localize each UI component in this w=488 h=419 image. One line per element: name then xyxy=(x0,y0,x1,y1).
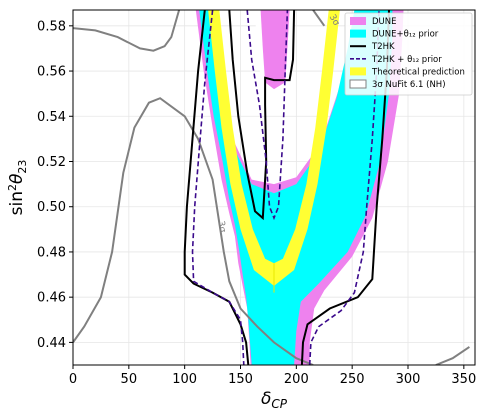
legend-label-nufit: 3σ NuFit 6.1 (NH) xyxy=(372,80,446,90)
legend-swatch-nufit xyxy=(349,79,367,89)
x-label-symbol: δ xyxy=(261,389,271,409)
nufit-contour xyxy=(73,10,181,52)
legend-label-theory: Theoretical prediction xyxy=(371,67,465,77)
y-label-sub: 23 xyxy=(16,160,29,174)
legend-box xyxy=(344,12,473,96)
y-tick-label: 0.48 xyxy=(37,245,66,260)
x-tick-label: 150 xyxy=(228,372,253,387)
x-tick-label: 50 xyxy=(121,372,138,387)
t2hk-prior-contour xyxy=(191,10,245,365)
y-tick-label: 0.58 xyxy=(37,19,66,34)
legend-label-dune: DUNE xyxy=(372,17,397,27)
nufit-contour xyxy=(73,97,314,365)
x-tick-label: 100 xyxy=(172,372,197,387)
y-tick-label: 0.46 xyxy=(37,291,66,306)
x-tick-label: 0 xyxy=(69,372,77,387)
contour-label: 3σ xyxy=(215,220,227,233)
theory-region xyxy=(208,10,340,286)
y-tick-label: 0.56 xyxy=(37,65,66,80)
y-label-sin: sin xyxy=(7,191,27,215)
nufit-contour xyxy=(435,346,470,365)
x-tick-label: 350 xyxy=(451,372,476,387)
nufit-contour xyxy=(312,10,326,27)
y-tick-label: 0.50 xyxy=(37,200,66,215)
legend-label-dune_prior: DUNE+θ₁₂ prior xyxy=(372,30,439,40)
axis-ticks: 0 50 100 150 200 250 300 350 0.44 0.46 0.48 0.50 0.5… xyxy=(37,19,476,387)
t2hk-prior-contour xyxy=(246,10,289,221)
legend-swatch-theory xyxy=(350,67,366,76)
y-tick-label: 0.44 xyxy=(37,336,66,351)
x-label-subscript: CP xyxy=(271,397,287,411)
y-label-exp: 2 xyxy=(6,184,19,191)
y-axis-label: sin2θ23 xyxy=(6,160,29,216)
legend-swatch-dune_prior xyxy=(350,29,366,38)
dune-prior-region-gap xyxy=(260,10,290,90)
x-tick-label: 200 xyxy=(284,372,309,387)
plot-frame xyxy=(72,9,476,366)
y-tick-label: 0.54 xyxy=(37,110,66,125)
legend-label-t2hk_prior: T2HK + θ₁₂ prior xyxy=(371,55,442,65)
legend: DUNE DUNE+θ₁₂ prior T2HK T2HK + θ₁₂ prior Th… xyxy=(344,12,473,96)
t2hk-contour xyxy=(300,10,390,365)
x-tick-label: 250 xyxy=(340,372,365,387)
y-tick-label: 0.52 xyxy=(37,155,66,170)
legend-label-t2hk: T2HK xyxy=(371,42,395,52)
y-label-theta: θ xyxy=(7,173,27,184)
dune-prior-region xyxy=(199,10,393,365)
x-tick-label: 300 xyxy=(396,372,421,387)
legend-swatch-dune xyxy=(350,17,366,25)
t2hk-contour xyxy=(183,10,250,365)
x-axis-label: δCP xyxy=(261,389,288,411)
